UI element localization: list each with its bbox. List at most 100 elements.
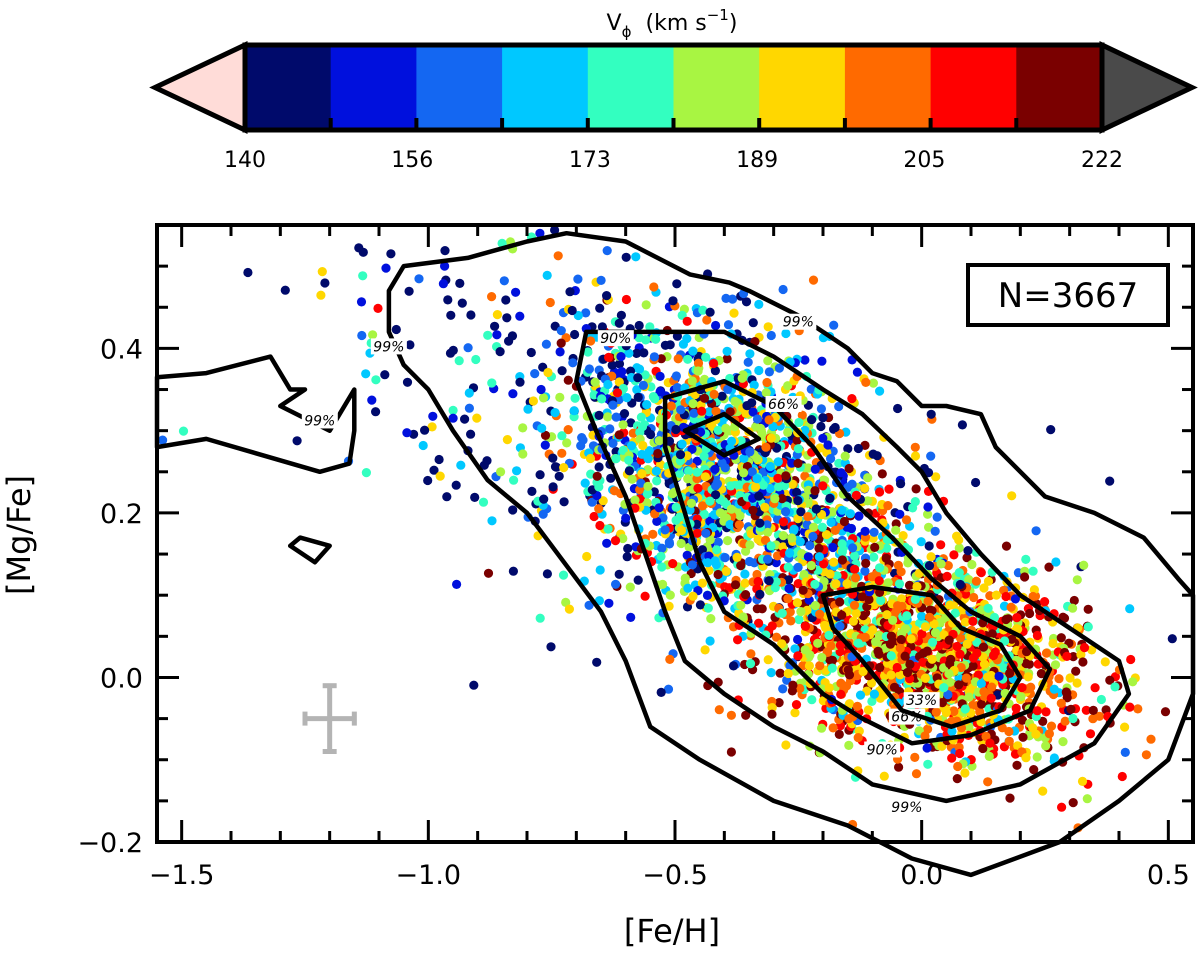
scatter-point [636, 412, 647, 422]
scatter-point [889, 682, 900, 692]
scatter-point [463, 343, 473, 353]
scatter-point [785, 548, 795, 558]
scatter-point [713, 537, 723, 547]
scatter-point [573, 310, 583, 321]
scatter-point [636, 478, 646, 488]
scatter-point [1031, 526, 1041, 536]
scatter-point [961, 673, 972, 683]
scatter-point [912, 581, 922, 592]
scatter-point [682, 550, 692, 560]
scatter-point [904, 580, 915, 591]
scatter-point [991, 590, 1002, 600]
colorbar-segment [930, 45, 1017, 130]
scatter-point [807, 415, 817, 425]
scatter-point [721, 423, 731, 433]
scatter-point [763, 554, 773, 564]
scatter-point [502, 435, 512, 445]
scatter-point [804, 661, 815, 671]
scatter-point [701, 528, 711, 538]
scatter-point [819, 559, 829, 569]
scatter-point [897, 594, 907, 604]
scatter-point [454, 356, 464, 366]
scatter-point [895, 643, 905, 653]
scatter-point [752, 569, 762, 580]
scatter-point [775, 668, 785, 678]
scatter-point [792, 598, 803, 608]
scatter-point [358, 247, 368, 257]
scatter-point [798, 585, 808, 595]
scatter-point [699, 509, 709, 519]
scatter-point [896, 479, 906, 489]
scatter-point [611, 412, 621, 422]
scatter-point [483, 568, 494, 578]
scatter-point [1072, 678, 1082, 688]
scatter-point [644, 446, 654, 456]
scatter-point [985, 738, 995, 748]
scatter-point [732, 552, 742, 563]
scatter-point [906, 634, 916, 644]
scatter-point [847, 479, 857, 489]
scatter-point [1001, 541, 1012, 551]
scatter-point [692, 456, 702, 466]
scatter-point [831, 579, 841, 589]
scatter-point [931, 707, 941, 717]
scatter-point [781, 328, 791, 339]
scatter-point [1026, 682, 1036, 692]
scatter-point [834, 729, 844, 740]
scatter-point [810, 601, 820, 611]
scatter-point [790, 708, 800, 718]
scatter-point [886, 670, 896, 680]
scatter-point [1016, 692, 1026, 702]
scatter-point [427, 422, 437, 432]
scatter-point [774, 363, 785, 373]
scatter-point [559, 463, 569, 473]
scatter-point [548, 453, 558, 463]
contour-label-bg [864, 741, 901, 758]
scatter-point [894, 762, 904, 772]
scatter-point [874, 649, 884, 659]
scatter-point [911, 484, 921, 494]
scatter-point [1001, 591, 1011, 602]
scatter-point [594, 504, 604, 514]
scatter-point [713, 425, 723, 435]
scatter-point [983, 576, 994, 586]
scatter-point [1017, 683, 1027, 693]
scatter-point [997, 723, 1007, 733]
scatter-point [918, 657, 928, 668]
scatter-point [692, 528, 702, 538]
scatter-point [760, 535, 771, 545]
scatter-point [675, 468, 685, 478]
scatter-point [1056, 633, 1066, 643]
scatter-point [726, 710, 737, 720]
scatter-point [891, 525, 901, 535]
scatter-point [1007, 634, 1017, 644]
scatter-point [971, 477, 981, 488]
y-tick-label: 0.4 [100, 334, 143, 365]
scatter-point [1032, 630, 1042, 641]
scatter-point [1068, 713, 1078, 724]
scatter-point [960, 617, 971, 627]
scatter-point [893, 403, 903, 414]
scatter-point [542, 270, 552, 280]
scatter-point [420, 425, 430, 435]
scatter-point [641, 300, 651, 310]
scatter-point [711, 490, 721, 500]
scatter-point [844, 699, 855, 709]
scatter-point [607, 360, 617, 370]
scatter-point [771, 632, 782, 642]
scatter-point [888, 615, 898, 625]
scatter-point [440, 261, 450, 271]
scatter-point [845, 509, 856, 519]
scatter-point [730, 396, 740, 406]
x-tick-label: −1.0 [396, 860, 462, 891]
scatter-point [741, 590, 751, 600]
colorbar-tick-label: 173 [569, 148, 611, 173]
scatter-point [774, 482, 784, 492]
scatter-point [783, 562, 793, 572]
scatter-point [692, 519, 702, 530]
scatter-point [428, 411, 438, 421]
scatter-point [1071, 666, 1081, 676]
contour-99pct [154, 354, 357, 475]
scatter-point [490, 321, 500, 331]
scatter-point [765, 483, 775, 494]
